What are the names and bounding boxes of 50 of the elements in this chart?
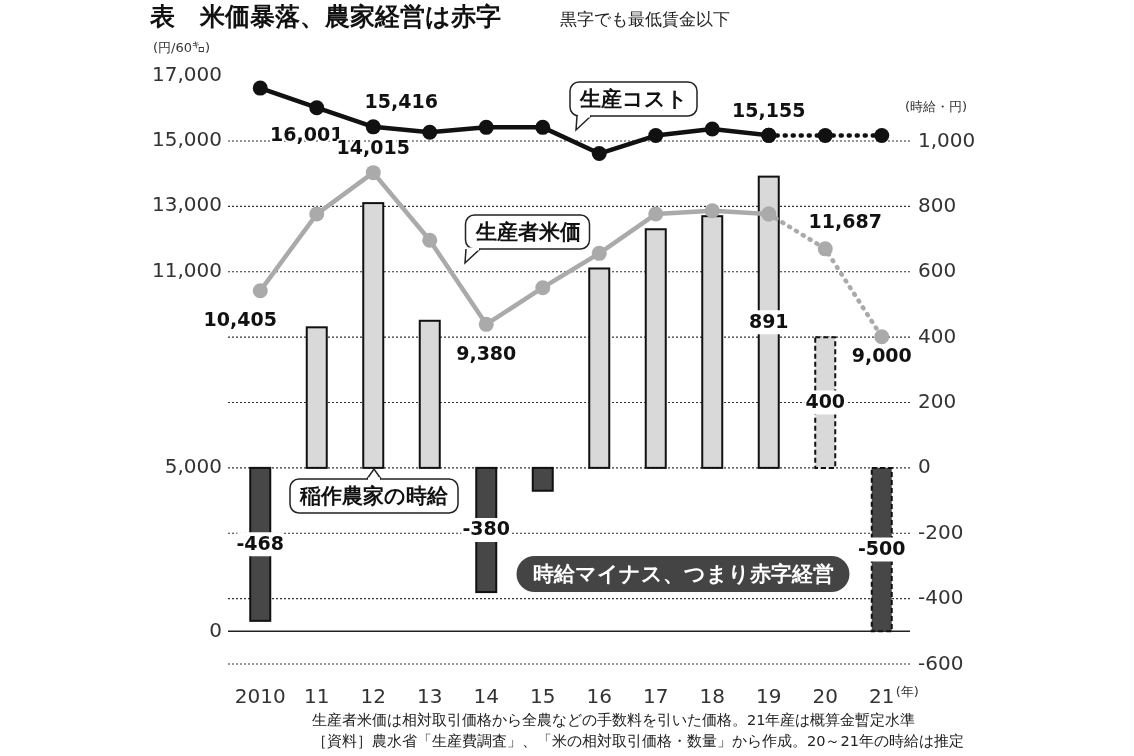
x-tick-label: 21 <box>869 683 895 708</box>
x-tick-label: 11 <box>304 683 330 708</box>
annotation: 時給マイナス、つまり赤字経営 <box>516 556 850 592</box>
data-label: -380 <box>462 517 511 540</box>
text: ［資料］農水省「生産費調査」、「米の相対取引価格・数量」から作成。20～21年の時給は推定 <box>312 733 964 749</box>
x-tick-label: 2010 <box>234 683 286 708</box>
data-label: 9,000 <box>851 344 912 367</box>
y2-tick-label: 400 <box>918 323 957 348</box>
y-tick-label: 0 <box>209 617 222 642</box>
chart-title: 表 米価暴落、農家経営は赤字 <box>149 2 501 31</box>
data-label: -468 <box>236 531 285 554</box>
x-tick-label: 14 <box>473 683 499 708</box>
y2-axis-title: (時給・円) <box>905 99 968 114</box>
y2-tick-label: -400 <box>918 585 964 610</box>
series-label: 生産者米価 <box>474 220 581 244</box>
y2-tick-label: 0 <box>918 454 931 479</box>
x-tick-label: 19 <box>756 683 782 708</box>
chart-subtitle: 黒字でも最低賃金以下 <box>560 9 730 29</box>
data-label: 9,380 <box>456 341 517 364</box>
x-tick-label: 20 <box>812 683 838 708</box>
x-tick-label: 13 <box>417 683 443 708</box>
y-tick-label: 17,000 <box>152 61 222 86</box>
data-label: 400 <box>805 390 846 412</box>
y2-tick-label: 800 <box>918 192 957 217</box>
y-tick-label: 15,000 <box>152 126 222 151</box>
y2-tick-label: 200 <box>918 389 957 413</box>
data-label: 15,416 <box>364 90 438 113</box>
data-label: -500 <box>857 537 906 560</box>
data-label: 891 <box>748 309 789 332</box>
x-axis-title: (年) <box>895 683 919 699</box>
data-label: 10,405 <box>203 308 277 331</box>
series-label: 生産コスト <box>579 87 688 111</box>
x-tick-label: 17 <box>643 683 669 708</box>
text: 生産者米価は相対取引価格から全農などの手数料を引いた価格。21年産は概算金暫定水準 <box>312 712 916 728</box>
y2-tick-label: 1,000 <box>918 127 976 152</box>
y-tick-label: 11,000 <box>152 257 222 282</box>
data-label: 11,687 <box>808 210 882 233</box>
x-tick-label: 12 <box>360 683 386 708</box>
x-tick-label: 15 <box>530 683 556 708</box>
y-axis-title: (円/60㌔) <box>153 40 211 55</box>
x-tick-label: 18 <box>699 683 725 708</box>
annotation: 時給マイナス、つまり赤字経営 <box>532 562 834 586</box>
y-tick-label: 13,000 <box>152 192 222 217</box>
y-tick-label: 5,000 <box>164 454 222 479</box>
data-label: 15,155 <box>732 98 806 121</box>
y2-tick-label: -200 <box>918 519 964 544</box>
series-label: 稲作農家の時給 <box>299 484 449 508</box>
x-tick-label: 16 <box>586 683 612 708</box>
y2-tick-label: 600 <box>918 258 957 283</box>
y2-tick-label: -600 <box>918 650 964 675</box>
